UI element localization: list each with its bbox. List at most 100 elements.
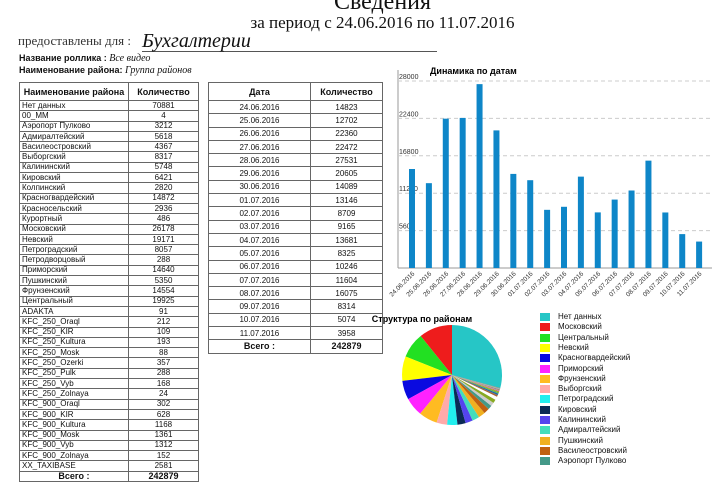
legend-swatch [540, 313, 550, 321]
table-row: 26.06.2016 22360 [208, 126, 383, 141]
legend-label: Фрунзенский [558, 373, 606, 383]
pie-slice [401, 356, 452, 381]
table-row: 03.07.2016 9165 [208, 219, 383, 234]
legend-label: Выборгский [558, 384, 602, 394]
legend-swatch [540, 323, 550, 332]
legend-label: Кировский [558, 404, 597, 414]
pie-slice [452, 375, 501, 389]
legend-item: Выборгский [540, 384, 602, 394]
table-row: 30.06.2016 14089 [208, 179, 383, 195]
pie-slice [452, 375, 496, 403]
legend-item: Василеостровский [540, 446, 627, 456]
y-tick-label: 5600 [399, 224, 415, 231]
pie-slice [452, 375, 501, 388]
legend-item: Приморский [540, 364, 604, 374]
table-row: 29.06.2016 20605 [208, 166, 383, 181]
total-row: Всего :242879 [208, 339, 383, 354]
pie-slice [452, 375, 500, 393]
pie-slice [452, 375, 500, 391]
legend-swatch [540, 385, 550, 394]
legend-label: Красногвардейский [558, 353, 631, 363]
bar [594, 212, 601, 268]
pie-slice [420, 375, 452, 423]
legend-label: Московский [558, 322, 602, 332]
table-row: 05.07.2016 8325 [208, 246, 383, 261]
bar [527, 180, 534, 268]
pie-slice [452, 375, 500, 392]
report-period: за период с 24.06.2016 по 11.07.2016 [250, 13, 515, 32]
legend-swatch [540, 416, 550, 424]
legend-item: Фрунзенский [540, 374, 606, 384]
legend-item: Центральный [540, 333, 609, 343]
pie-slice [452, 375, 473, 424]
legend-label: Василеостровский [558, 445, 627, 455]
legend-item: Адмиралтейский [540, 425, 620, 435]
legend-label: Пушкинский [558, 435, 603, 445]
legend-swatch [540, 343, 550, 352]
pie-slice [452, 375, 498, 397]
pie-slice [452, 375, 501, 389]
bar [459, 117, 466, 268]
legend-swatch [540, 374, 550, 383]
district-value: Группа районов [125, 65, 192, 76]
clip-value: Все видео [109, 53, 151, 64]
bar [696, 241, 703, 268]
recipient-value: Бухгалтерии [142, 31, 437, 52]
table-row: 11.07.2016 3958 [208, 326, 383, 341]
table-row: 25.06.2016 12702 [208, 113, 383, 128]
bar [425, 183, 432, 268]
bar [662, 212, 669, 268]
pie-slice [452, 375, 501, 389]
legend-item: Нет данных [540, 312, 602, 322]
legend-item: Калининский [540, 415, 606, 425]
legend-swatch [540, 426, 550, 435]
legend-label: Центральный [558, 332, 609, 342]
bar [611, 199, 618, 268]
y-tick-label: 11200 [399, 186, 418, 193]
recipient-label: предоставлены для : [18, 33, 131, 48]
bar [577, 176, 584, 268]
bar [679, 234, 686, 268]
legend-item: Невский [540, 343, 589, 353]
legend-item: Кировский [540, 405, 597, 415]
pie-slice [452, 375, 485, 418]
pie-slice [452, 375, 501, 389]
pie-slice [452, 375, 500, 390]
report-title: Сведения [333, 0, 432, 15]
legend-swatch [540, 395, 550, 404]
legend-item: Пушкинский [540, 436, 603, 446]
legend-label: Аэропорт Пулково [558, 456, 627, 466]
pie-chart-title: Структура по районам [372, 314, 473, 324]
legend-swatch [540, 446, 550, 455]
legend-swatch [540, 364, 550, 373]
pie-slice [452, 375, 494, 406]
y-tick-label: 22400 [399, 111, 419, 118]
bar [442, 118, 449, 268]
bar-chart-title: Динамика по датам [430, 66, 517, 76]
legend-item: Московский [540, 322, 602, 332]
bar [645, 160, 652, 268]
bar [409, 169, 415, 268]
pie-slice [452, 375, 492, 410]
pie-slice [408, 375, 452, 414]
pie-slice [402, 375, 452, 400]
pie-slice [405, 336, 452, 375]
bar [561, 206, 567, 268]
bar [493, 130, 500, 268]
pie-slice [452, 375, 499, 394]
pie-slice [452, 375, 501, 390]
pie-slice [452, 375, 480, 421]
pie-slice [452, 375, 466, 425]
cell-value: 14089 [310, 179, 383, 195]
legend-swatch [540, 405, 550, 414]
bar [628, 190, 635, 268]
legend-label: Невский [558, 342, 589, 352]
legend-item: Петроградский [540, 394, 613, 404]
legend-swatch [540, 333, 550, 342]
clip-info: Название роллика : Все видео [19, 53, 150, 64]
legend-label: Приморский [558, 363, 604, 373]
pie-slice [452, 375, 501, 389]
legend-swatch [540, 457, 550, 466]
pie-slice [452, 325, 502, 388]
